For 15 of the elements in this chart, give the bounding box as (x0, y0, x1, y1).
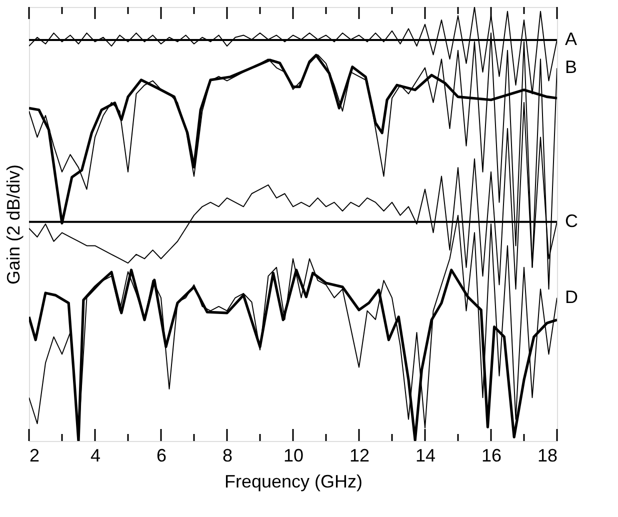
x-tick-label: 8 (222, 446, 233, 466)
series-label: D (565, 286, 578, 307)
x-tick-label: 10 (283, 446, 304, 466)
x-tick-label: 6 (156, 446, 167, 466)
x-tick-label: 16 (481, 446, 502, 466)
x-tick-label: 12 (349, 446, 370, 466)
legend-label: A (565, 28, 578, 49)
series-label: B (565, 57, 578, 78)
x-tick-label: 2 (30, 446, 40, 466)
x-tick-label: 14 (415, 446, 436, 466)
x-axis-title: Frequency (GHz) (224, 472, 363, 492)
series-label: C (565, 210, 578, 231)
x-tick-label: 18 (537, 446, 558, 466)
y-axis-title: Gain (2 dB/div) (4, 164, 24, 285)
x-tick-label: 4 (90, 446, 101, 466)
